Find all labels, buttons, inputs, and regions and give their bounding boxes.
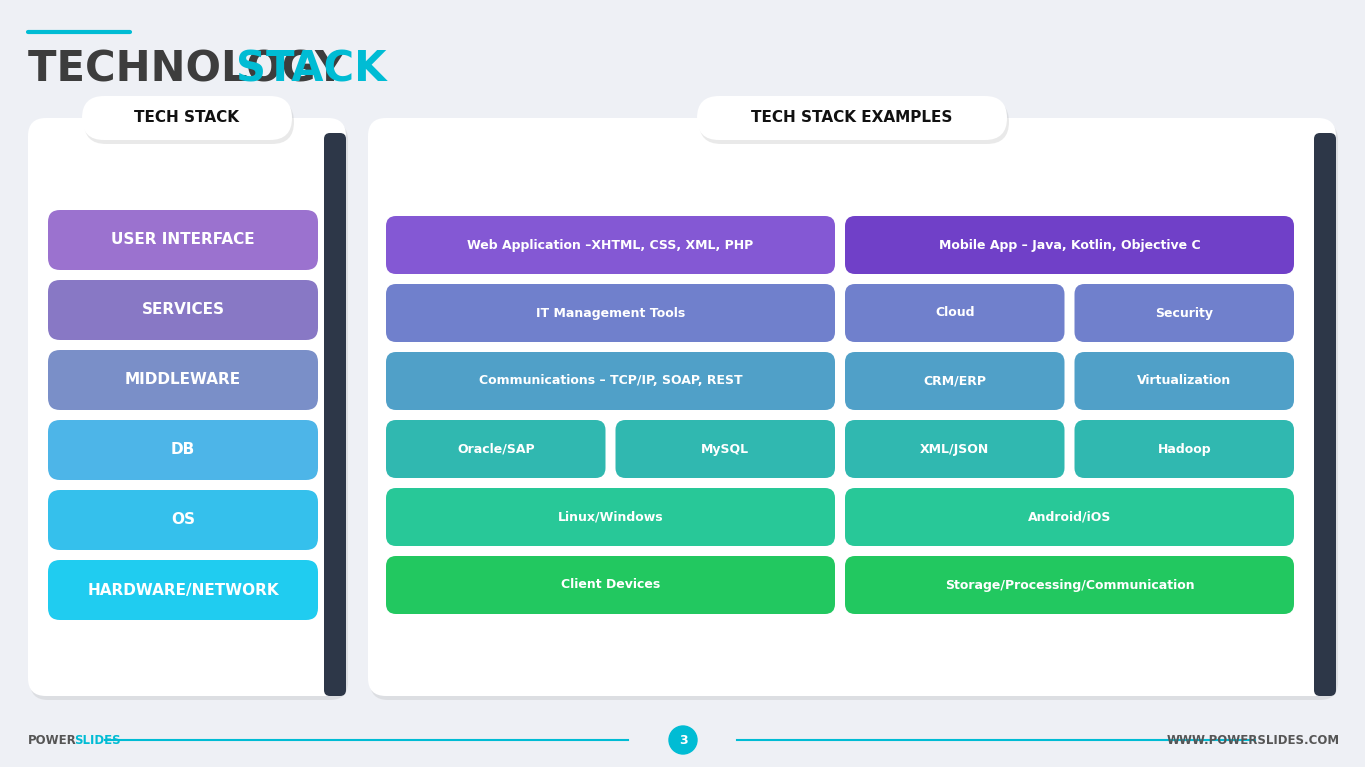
FancyBboxPatch shape: [386, 216, 835, 274]
Text: Android/iOS: Android/iOS: [1028, 511, 1111, 524]
FancyBboxPatch shape: [386, 420, 606, 478]
Text: STACK: STACK: [236, 48, 386, 90]
FancyBboxPatch shape: [48, 280, 318, 340]
FancyBboxPatch shape: [699, 100, 1009, 144]
FancyBboxPatch shape: [1074, 284, 1294, 342]
FancyBboxPatch shape: [48, 210, 318, 270]
FancyBboxPatch shape: [1074, 420, 1294, 478]
FancyBboxPatch shape: [48, 490, 318, 550]
Text: TECH STACK: TECH STACK: [135, 110, 239, 126]
FancyBboxPatch shape: [48, 350, 318, 410]
FancyBboxPatch shape: [845, 216, 1294, 274]
FancyBboxPatch shape: [1074, 352, 1294, 410]
Text: Storage/Processing/Communication: Storage/Processing/Communication: [945, 578, 1194, 591]
Text: WWW.POWERSLIDES.COM: WWW.POWERSLIDES.COM: [1167, 733, 1340, 746]
Text: CRM/ERP: CRM/ERP: [923, 374, 987, 387]
Text: IT Management Tools: IT Management Tools: [536, 307, 685, 320]
Text: 3: 3: [678, 733, 688, 746]
FancyBboxPatch shape: [369, 118, 1336, 696]
Text: Client Devices: Client Devices: [561, 578, 661, 591]
FancyBboxPatch shape: [386, 488, 835, 546]
Text: DB: DB: [171, 443, 195, 457]
Text: Web Application –XHTML, CSS, XML, PHP: Web Application –XHTML, CSS, XML, PHP: [467, 239, 753, 252]
FancyBboxPatch shape: [845, 420, 1065, 478]
FancyBboxPatch shape: [1314, 133, 1336, 696]
FancyBboxPatch shape: [82, 96, 292, 140]
FancyBboxPatch shape: [48, 560, 318, 620]
Text: Oracle/SAP: Oracle/SAP: [457, 443, 535, 456]
FancyBboxPatch shape: [698, 96, 1007, 140]
FancyBboxPatch shape: [48, 420, 318, 480]
FancyBboxPatch shape: [845, 284, 1065, 342]
FancyBboxPatch shape: [370, 122, 1338, 700]
Text: Linux/Windows: Linux/Windows: [558, 511, 663, 524]
Text: SLIDES: SLIDES: [74, 733, 120, 746]
Text: TECHNOLOGY: TECHNOLOGY: [29, 48, 359, 90]
Text: OS: OS: [171, 512, 195, 528]
FancyBboxPatch shape: [85, 100, 293, 144]
Text: USER INTERFACE: USER INTERFACE: [111, 232, 255, 248]
Text: MIDDLEWARE: MIDDLEWARE: [126, 373, 242, 387]
Text: XML/JSON: XML/JSON: [920, 443, 990, 456]
FancyBboxPatch shape: [30, 122, 348, 700]
Text: SERVICES: SERVICES: [142, 302, 224, 318]
Text: POWER: POWER: [29, 733, 76, 746]
Text: Communications – TCP/IP, SOAP, REST: Communications – TCP/IP, SOAP, REST: [479, 374, 743, 387]
FancyBboxPatch shape: [386, 556, 835, 614]
Text: TECH STACK EXAMPLES: TECH STACK EXAMPLES: [751, 110, 953, 126]
FancyBboxPatch shape: [29, 118, 345, 696]
Text: Hadoop: Hadoop: [1158, 443, 1211, 456]
Text: Security: Security: [1155, 307, 1213, 320]
Text: Virtualization: Virtualization: [1137, 374, 1231, 387]
FancyBboxPatch shape: [845, 352, 1065, 410]
FancyBboxPatch shape: [386, 284, 835, 342]
FancyBboxPatch shape: [324, 133, 345, 696]
Text: Cloud: Cloud: [935, 307, 975, 320]
FancyBboxPatch shape: [845, 556, 1294, 614]
Text: MySQL: MySQL: [702, 443, 749, 456]
Text: Mobile App – Java, Kotlin, Objective C: Mobile App – Java, Kotlin, Objective C: [939, 239, 1200, 252]
FancyBboxPatch shape: [845, 488, 1294, 546]
Circle shape: [669, 726, 698, 754]
Text: HARDWARE/NETWORK: HARDWARE/NETWORK: [87, 582, 278, 597]
FancyBboxPatch shape: [386, 352, 835, 410]
FancyBboxPatch shape: [616, 420, 835, 478]
